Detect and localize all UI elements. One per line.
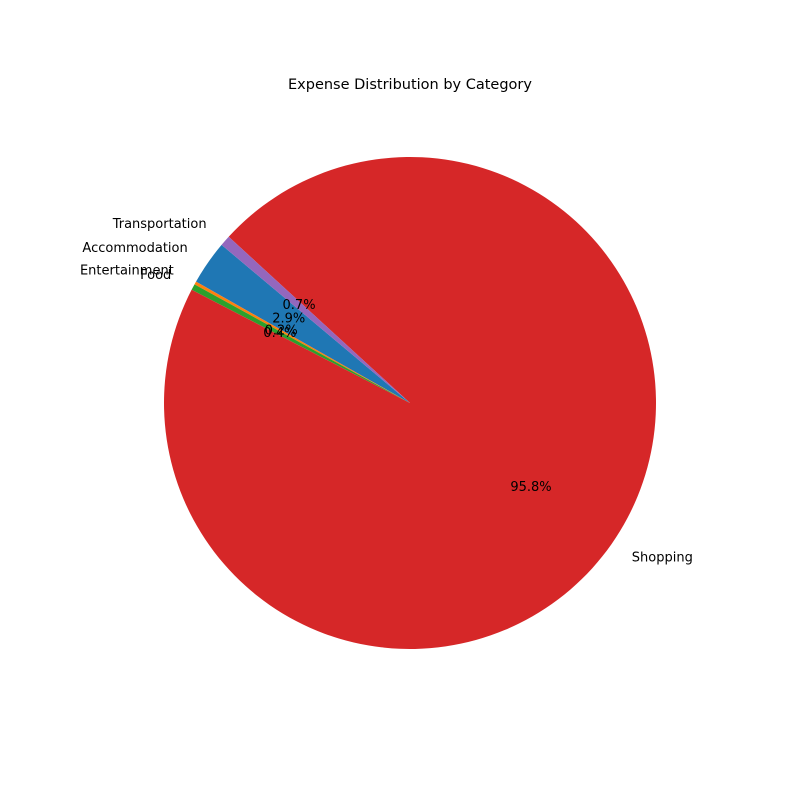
pie-slice-shopping [164,156,657,649]
slice-pct-food: 0.4% [263,326,296,341]
slice-label-shopping: Shopping [632,551,693,566]
slice-pct-accommodation: 2.9% [272,311,305,326]
slice-label-transportation: Transportation [112,217,207,232]
slice-label-food: Food [140,268,171,283]
pie-slice-entertainment [194,281,410,403]
slice-label-entertainment: Entertainment [80,263,174,278]
pie-labels: Accommodation 2.9% Entertainment 0.2% Food 0.… [80,217,693,566]
pie-slice-accommodation [196,244,410,403]
slice-pct-shopping: 95.8% [510,480,551,495]
pie-slice-transportation [221,236,410,403]
slice-pct-entertainment: 0.2% [265,323,298,338]
chart-title: Expense Distribution by Category [288,77,532,93]
pie-slice-food [191,284,410,403]
pie-slices [164,156,657,649]
slice-pct-transportation: 0.7% [283,298,316,313]
slice-label-accommodation: Accommodation [82,241,187,256]
